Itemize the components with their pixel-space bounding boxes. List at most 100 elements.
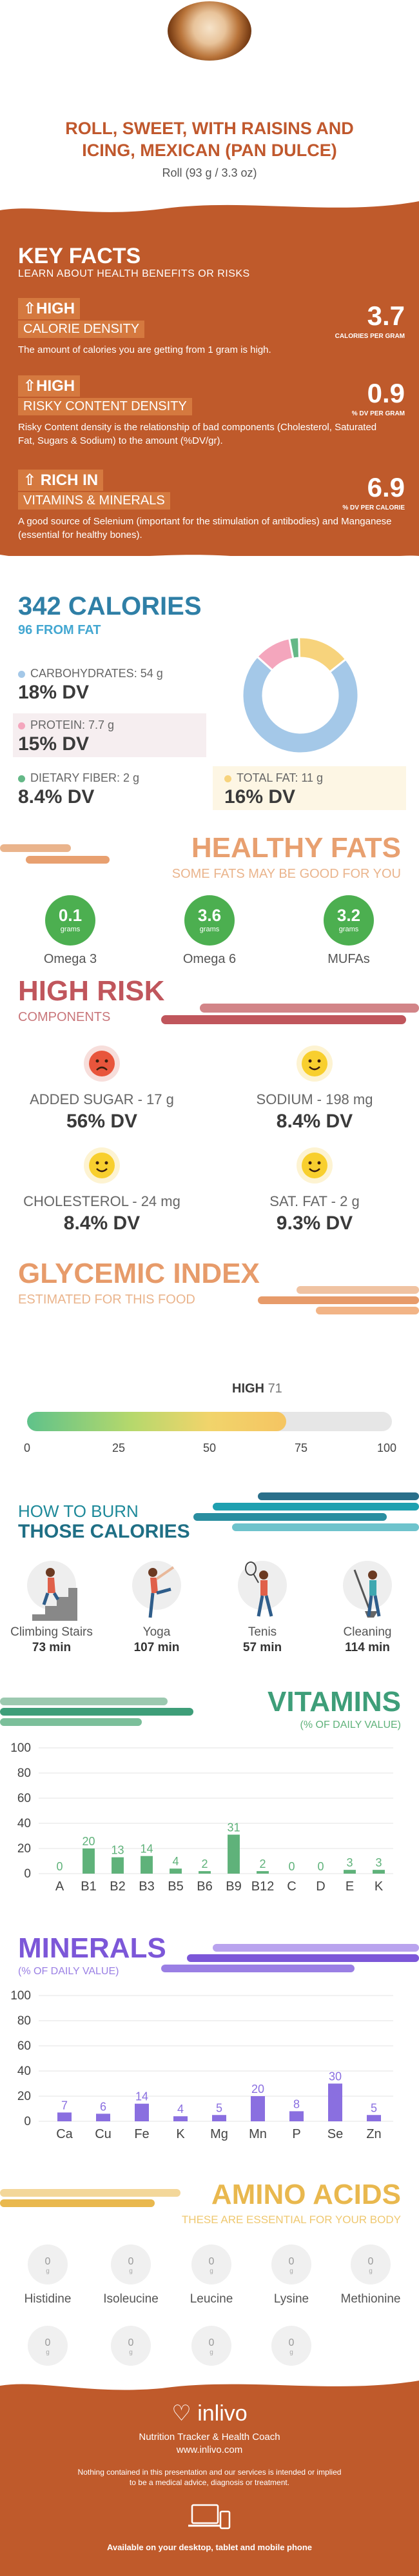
vitamins-subtitle: (% OF DAILY VALUE) bbox=[300, 1719, 401, 1730]
minerals-subtitle: (% OF DAILY VALUE) bbox=[18, 1966, 119, 1977]
arrow-up-icon: ⇧ bbox=[23, 377, 37, 395]
y-tick-label: 40 bbox=[17, 2065, 31, 2078]
cholesterol-label: CHOLESTEROL - 24 mg bbox=[23, 1193, 180, 1209]
y-tick-label: 0 bbox=[24, 1867, 31, 1881]
fact-description: Risky Content density is the relationshi… bbox=[18, 422, 377, 446]
glycemic-value: 71 bbox=[268, 1382, 282, 1396]
protein-dot bbox=[18, 722, 25, 729]
x-tick-label: B9 bbox=[226, 1879, 241, 1894]
glycemic-tick: 25 bbox=[112, 1442, 126, 1454]
bar-k bbox=[373, 1870, 385, 1874]
calorie-donut-chart bbox=[241, 636, 360, 755]
fact-description: The amount of calories you are getting f… bbox=[18, 344, 271, 355]
activity-name: Climbing Stairs bbox=[10, 1625, 93, 1639]
y-tick-label: 60 bbox=[17, 1792, 31, 1805]
bar-mg bbox=[212, 2115, 226, 2121]
nutrient-fat: TOTAL FAT: 11 g 16% DV bbox=[224, 771, 324, 807]
serving-size: Roll (93 g / 3.3 oz) bbox=[162, 166, 257, 179]
x-tick-label: Fe bbox=[134, 2127, 149, 2141]
fact-label: VITAMINS & MINERALS bbox=[18, 492, 170, 510]
x-tick-label: B3 bbox=[139, 1879, 154, 1894]
fact-tag: ⇧ RICH IN bbox=[18, 470, 104, 491]
bar-e bbox=[344, 1870, 356, 1874]
amino-subtitle: THESE ARE ESSENTIAL FOR YOUR BODY bbox=[181, 2214, 401, 2226]
activity-name: Tenis bbox=[248, 1625, 277, 1639]
x-tick-label: K bbox=[375, 1879, 384, 1894]
fact-vitamins-minerals: ⇧ RICH IN VITAMINS & MINERALS 6.9 % DV P… bbox=[18, 470, 405, 542]
bar-value-label: 5 bbox=[216, 2101, 222, 2114]
bar-value-label: 5 bbox=[371, 2101, 377, 2114]
footer-url[interactable]: www.inlivo.com bbox=[176, 2444, 243, 2455]
fat-dot bbox=[224, 775, 231, 782]
minerals-title: MINERALS bbox=[18, 1932, 166, 1964]
bar-value-label: 20 bbox=[82, 1835, 95, 1848]
nutrient-protein: PROTEIN: 7.7 g 15% DV bbox=[18, 718, 115, 755]
y-tick-label: 0 bbox=[24, 2115, 31, 2128]
food-title-line2: ICING, MEXICAN (PAN DULCE) bbox=[82, 141, 337, 160]
bar-k bbox=[173, 2116, 188, 2121]
cleaning-icon bbox=[343, 1561, 392, 1618]
devices-icon bbox=[188, 2504, 231, 2530]
fact-unit: % DV PER GRAM bbox=[351, 410, 405, 417]
burn-stripes bbox=[193, 1492, 419, 1531]
heart-logo-icon: ♡ bbox=[171, 2401, 191, 2426]
bar-ca bbox=[57, 2112, 72, 2121]
fact-value: 3.7 bbox=[367, 301, 405, 331]
bar-value-label: 0 bbox=[288, 1860, 295, 1873]
amino-name: Lysine bbox=[273, 2292, 309, 2306]
y-tick-label: 80 bbox=[17, 2014, 31, 2028]
bar-value-label: 31 bbox=[227, 1821, 240, 1834]
fact-label: CALORIE DENSITY bbox=[18, 321, 145, 338]
footer-available: Available on your desktop, tablet and mo… bbox=[106, 2542, 313, 2552]
mufas-label: MUFAs bbox=[327, 952, 370, 966]
glycemic-bar bbox=[27, 1412, 392, 1431]
food-title: ROLL, SWEET, WITH RAISINS AND ICING, MEX… bbox=[0, 117, 419, 161]
smiley-face-icon bbox=[84, 1147, 120, 1184]
sodium-label: SODIUM - 198 mg bbox=[256, 1091, 373, 1107]
bar-se bbox=[328, 2083, 342, 2121]
bar-cu bbox=[96, 2114, 110, 2121]
x-tick-label: Mg bbox=[210, 2127, 228, 2141]
bar-value-label: 6 bbox=[100, 2100, 106, 2113]
amino-name: Isoleucine bbox=[103, 2292, 159, 2306]
activity-minutes: 57 min bbox=[242, 1641, 282, 1654]
y-tick-label: 100 bbox=[10, 1989, 31, 2003]
omega3-bubble: 0.1 grams bbox=[45, 895, 95, 946]
fact-unit: % DV PER CALORIE bbox=[342, 504, 405, 511]
y-tick-label: 20 bbox=[17, 2090, 31, 2103]
bar-b12 bbox=[257, 1871, 269, 1874]
nutrient-fiber: DIETARY FIBER: 2 g 8.4% DV bbox=[18, 771, 140, 807]
fiber-dv: 8.4% DV bbox=[18, 786, 95, 807]
bar-value-label: 13 bbox=[111, 1844, 124, 1857]
bar-b6 bbox=[199, 1871, 211, 1874]
bar-value-label: 4 bbox=[172, 1855, 179, 1868]
minerals-stripes bbox=[161, 1944, 419, 1972]
x-tick-label: Cu bbox=[95, 2127, 112, 2141]
burn-title-line1: HOW TO BURN bbox=[18, 1501, 139, 1521]
activity-name: Cleaning bbox=[343, 1625, 392, 1639]
bar-value-label: 30 bbox=[329, 2070, 342, 2083]
protein-highlight bbox=[13, 713, 206, 757]
bar-mn bbox=[251, 2096, 265, 2121]
arrow-up-icon: ⇧ bbox=[23, 300, 37, 317]
calories-from-fat: 96 FROM FAT bbox=[18, 623, 101, 637]
y-tick-label: 20 bbox=[17, 1842, 31, 1856]
high-risk-title: HIGH RISK bbox=[18, 975, 165, 1007]
sat-fat-label: SAT. FAT - 2 g bbox=[269, 1193, 360, 1209]
arrow-up-icon: ⇧ bbox=[23, 471, 37, 489]
fats-stripes bbox=[0, 844, 110, 864]
bar-value-label: 3 bbox=[375, 1856, 382, 1869]
cholesterol-dv: 8.4% DV bbox=[63, 1213, 141, 1234]
fat-highlight bbox=[213, 766, 406, 810]
footer-brand: inlivo bbox=[197, 2401, 248, 2426]
bar-value-label: 14 bbox=[140, 1843, 153, 1856]
x-tick-label: D bbox=[316, 1879, 325, 1894]
sat-fat-dv: 9.3% DV bbox=[276, 1213, 353, 1234]
